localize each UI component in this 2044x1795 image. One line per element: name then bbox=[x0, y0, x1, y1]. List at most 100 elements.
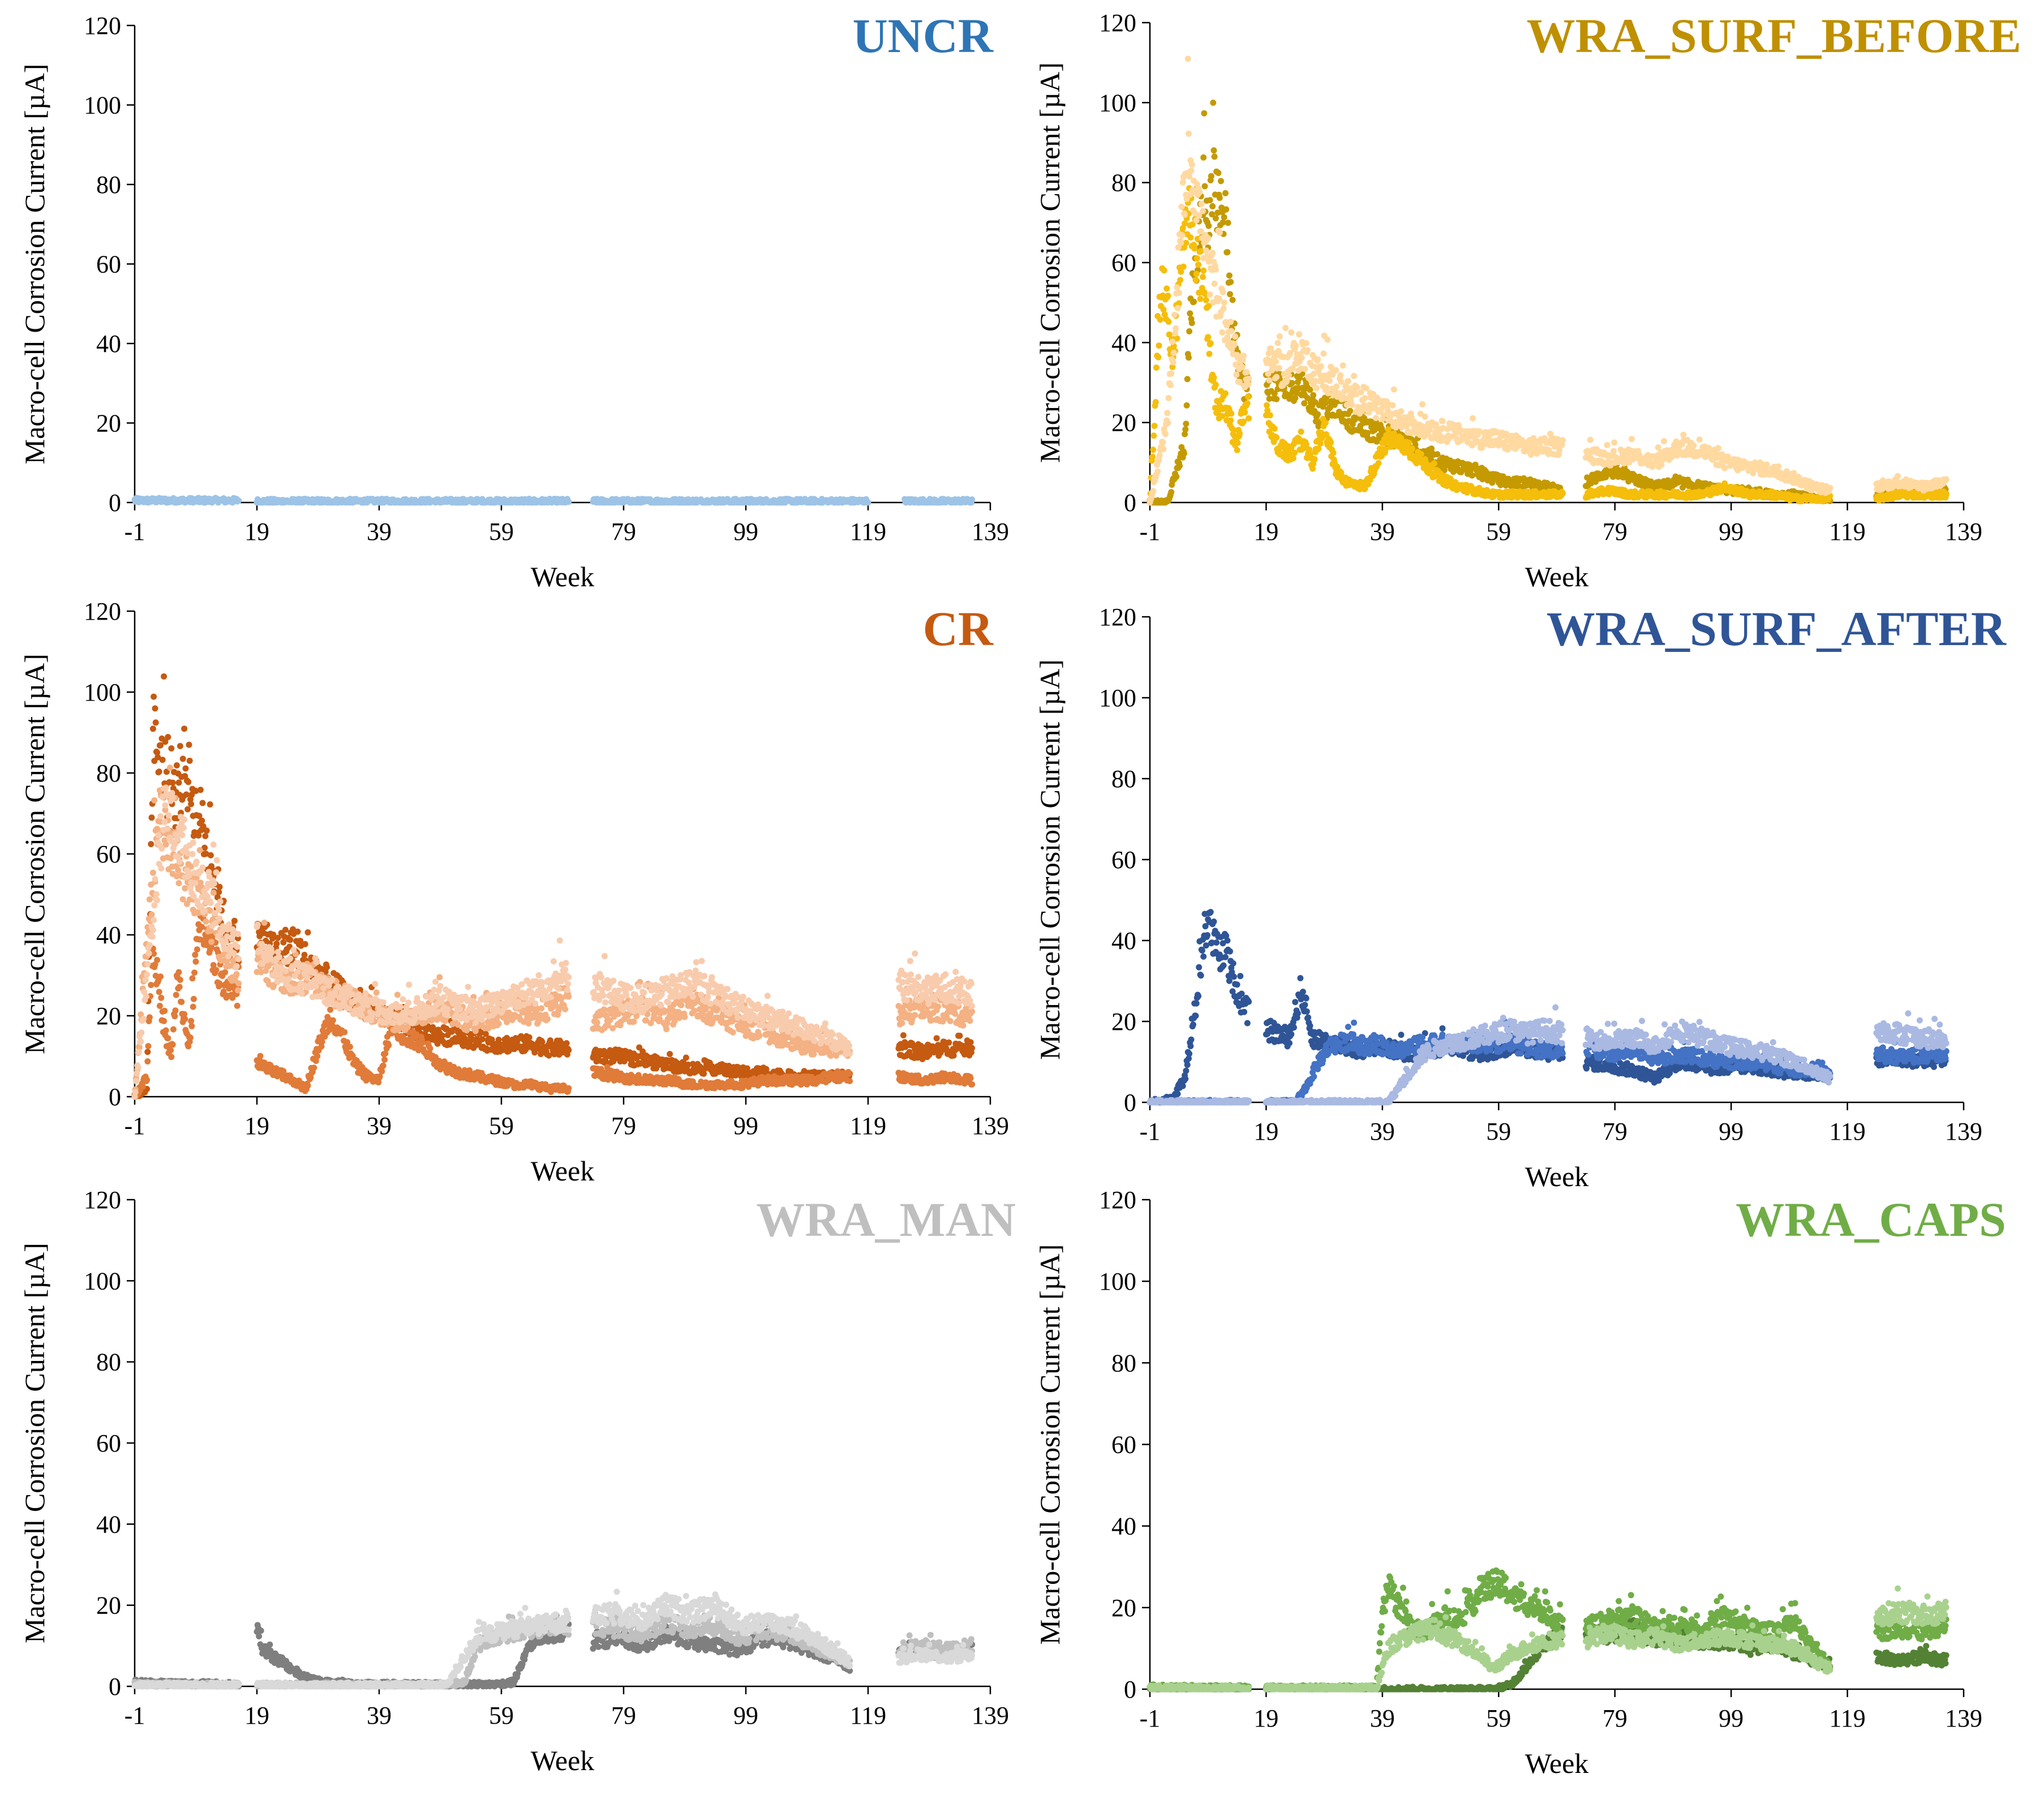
data-point bbox=[1228, 410, 1235, 417]
data-point bbox=[1157, 316, 1163, 323]
data-point bbox=[1715, 445, 1721, 452]
data-point bbox=[1298, 354, 1305, 361]
data-point bbox=[1183, 420, 1190, 427]
data-point bbox=[1206, 350, 1213, 357]
data-point bbox=[1200, 267, 1207, 274]
data-point bbox=[1165, 419, 1171, 426]
data-point bbox=[1165, 319, 1172, 325]
data-point bbox=[1170, 359, 1176, 366]
data-point bbox=[1176, 462, 1183, 469]
data-point bbox=[1349, 402, 1355, 408]
data-point bbox=[1170, 349, 1177, 356]
data-point bbox=[1276, 333, 1283, 340]
data-point bbox=[1221, 214, 1227, 221]
data-point bbox=[1168, 370, 1175, 377]
data-point bbox=[149, 725, 156, 732]
x-tick-label: 139 bbox=[972, 1112, 1009, 1140]
data-point bbox=[1273, 434, 1280, 441]
data-point bbox=[1216, 229, 1223, 236]
data-point bbox=[1409, 445, 1415, 452]
data-point bbox=[1337, 372, 1344, 379]
data-point bbox=[1273, 373, 1280, 380]
data-point bbox=[1219, 329, 1226, 336]
data-point bbox=[1406, 439, 1412, 446]
data-point bbox=[1943, 476, 1949, 483]
data-point bbox=[148, 814, 155, 821]
data-point bbox=[1290, 455, 1296, 462]
data-point bbox=[1207, 340, 1214, 347]
data-point bbox=[1218, 178, 1224, 184]
data-point bbox=[1245, 393, 1251, 400]
data-point bbox=[1191, 298, 1197, 305]
y-tick-label: 80 bbox=[96, 759, 121, 787]
data-point bbox=[1690, 442, 1697, 449]
data-point bbox=[1222, 190, 1229, 196]
data-point bbox=[184, 806, 191, 813]
data-point bbox=[1168, 489, 1175, 496]
data-point bbox=[1320, 350, 1327, 357]
data-point bbox=[439, 1032, 446, 1039]
data-point bbox=[1174, 284, 1180, 291]
data-point bbox=[1178, 204, 1185, 210]
data-point bbox=[1200, 154, 1207, 161]
x-tick-label: 99 bbox=[1719, 518, 1744, 546]
data-point bbox=[1193, 270, 1200, 277]
data-point bbox=[1240, 418, 1247, 425]
data-point bbox=[1171, 311, 1178, 318]
data-series-1 bbox=[131, 495, 976, 506]
x-tick-label: -1 bbox=[1140, 518, 1161, 546]
data-point bbox=[1179, 232, 1186, 239]
data-point bbox=[1234, 440, 1241, 446]
data-point bbox=[1191, 245, 1198, 252]
data-point bbox=[282, 926, 289, 933]
data-point bbox=[152, 719, 159, 726]
data-point bbox=[1285, 372, 1292, 379]
data-point bbox=[1211, 153, 1218, 160]
data-point bbox=[1330, 449, 1337, 456]
x-tick-label: 99 bbox=[733, 1112, 758, 1140]
data-point bbox=[1302, 366, 1308, 372]
data-point bbox=[865, 499, 871, 506]
data-point bbox=[294, 928, 301, 935]
data-point bbox=[235, 497, 242, 504]
data-point bbox=[1604, 442, 1611, 448]
data-point bbox=[1186, 354, 1192, 361]
data-point bbox=[565, 499, 572, 505]
data-point bbox=[1271, 426, 1278, 432]
data-point bbox=[1186, 130, 1192, 137]
data-point bbox=[1211, 280, 1218, 287]
data-point bbox=[1222, 390, 1229, 397]
data-point bbox=[1156, 342, 1162, 349]
panel-title: WRA_SURF_BEFORE bbox=[1527, 8, 2021, 63]
data-point bbox=[1347, 407, 1354, 414]
data-point bbox=[1205, 334, 1212, 341]
data-point bbox=[1559, 490, 1566, 496]
data-point bbox=[1173, 325, 1179, 332]
data-point bbox=[1200, 273, 1206, 280]
data-point bbox=[1167, 381, 1174, 388]
data-point bbox=[1389, 402, 1396, 409]
data-point bbox=[1162, 431, 1169, 437]
data-point bbox=[1315, 411, 1321, 418]
data-point bbox=[1209, 203, 1216, 209]
data-point bbox=[1221, 299, 1227, 306]
y-tick-label: 120 bbox=[1099, 9, 1136, 37]
x-tick-label: 39 bbox=[367, 518, 392, 546]
data-point bbox=[202, 832, 209, 839]
data-point bbox=[1151, 423, 1158, 430]
data-point bbox=[1317, 363, 1324, 370]
data-point bbox=[1246, 415, 1252, 422]
y-tick-label: 20 bbox=[1111, 409, 1136, 437]
data-point bbox=[302, 941, 308, 947]
data-point bbox=[1895, 473, 1901, 479]
data-point bbox=[1160, 439, 1166, 445]
x-tick-label: 79 bbox=[611, 1112, 636, 1140]
data-point bbox=[1398, 408, 1405, 415]
x-tick-label: 39 bbox=[1370, 518, 1395, 546]
data-point bbox=[1274, 340, 1281, 346]
data-point bbox=[1184, 55, 1191, 62]
x-tick-label: 59 bbox=[1486, 518, 1511, 546]
data-point bbox=[1208, 173, 1214, 179]
data-point bbox=[1203, 297, 1209, 303]
